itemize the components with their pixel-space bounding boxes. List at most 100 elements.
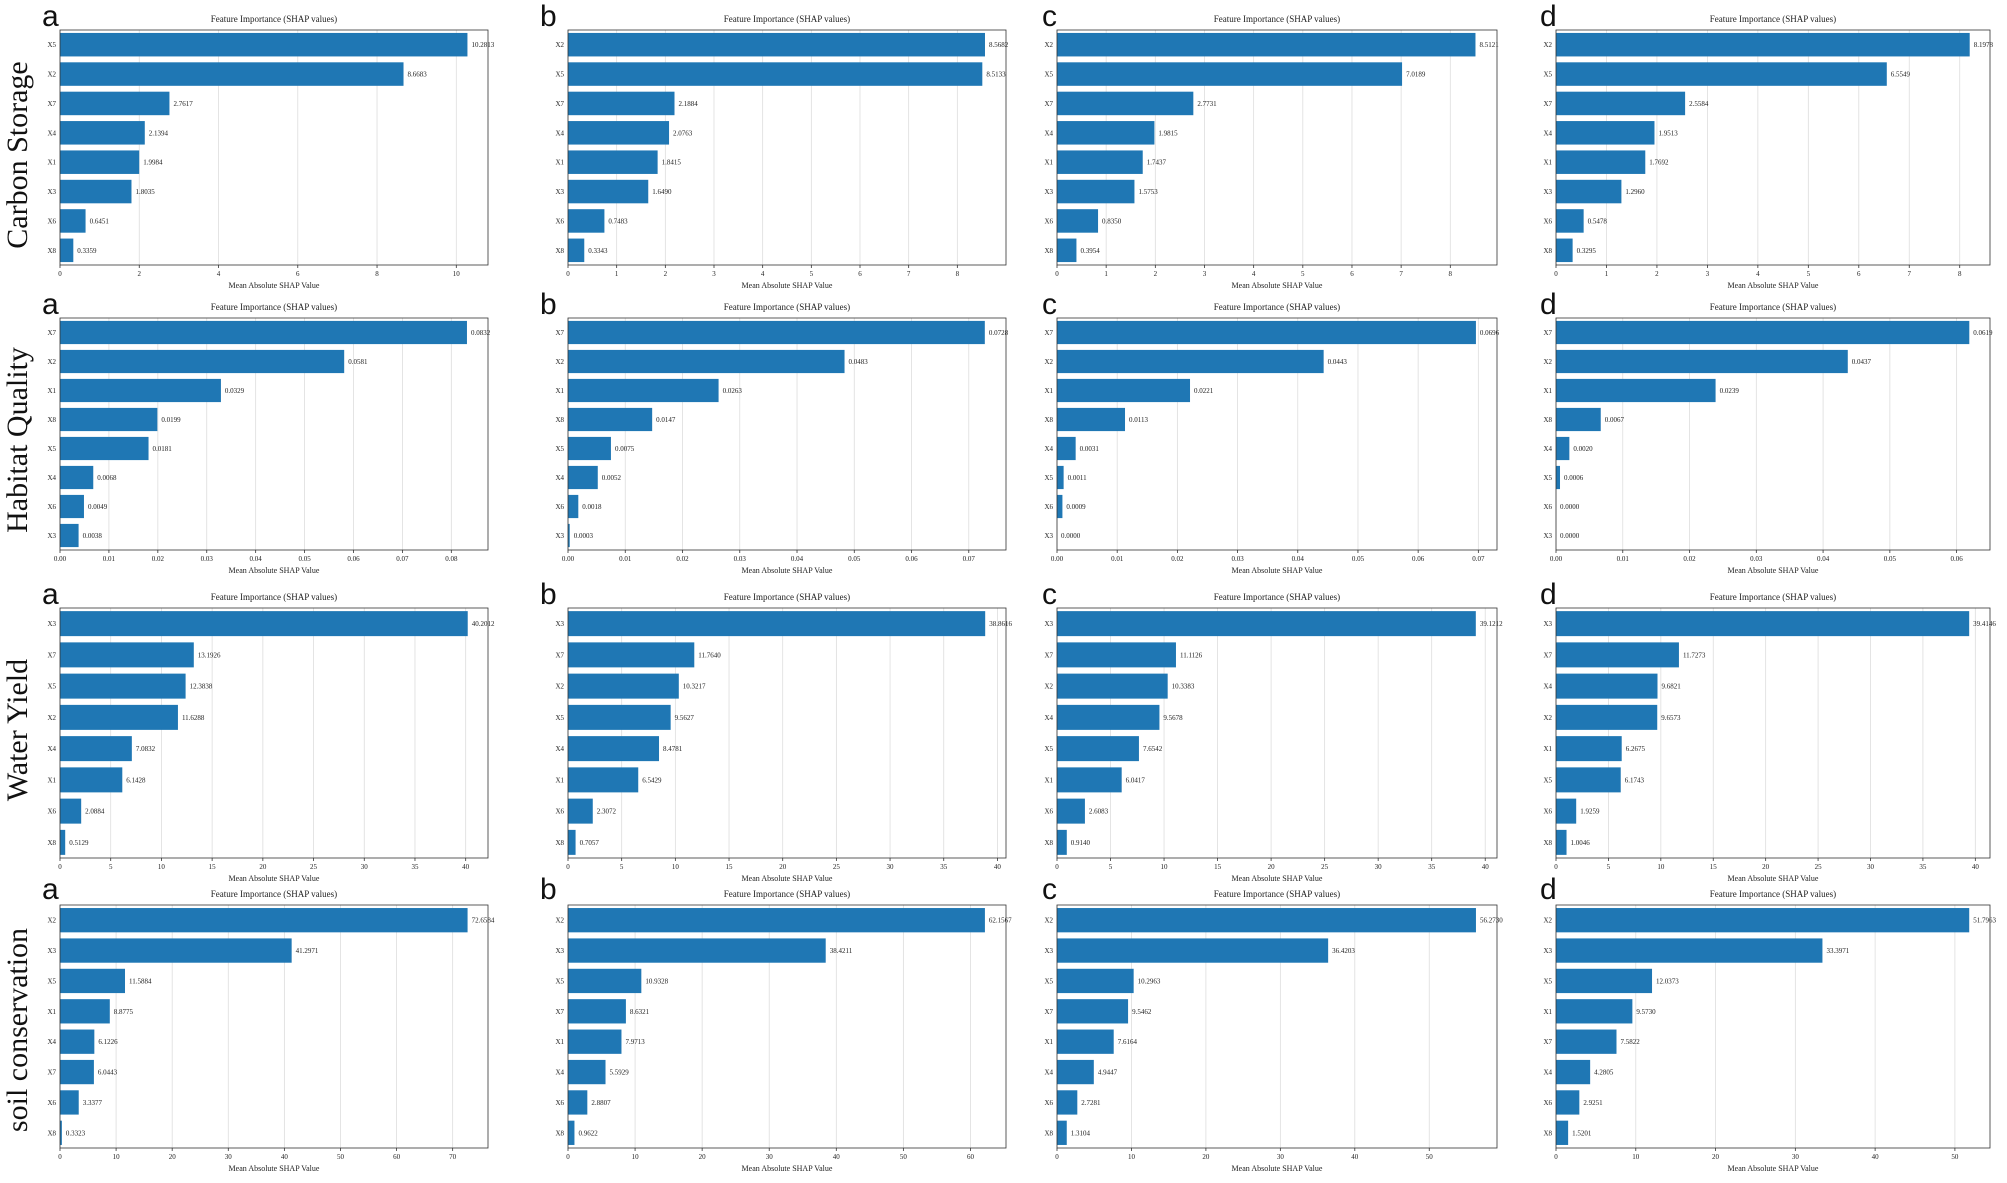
chart-r0-c-xtick-label: 6 [1350,270,1354,278]
chart-r0-d-value-label: 6.5549 [1891,71,1911,79]
chart-r0-b-bar-x7 [568,91,675,116]
chart-r0-c-bar-x2 [1057,32,1476,57]
chart-r0-a-bar-x2 [60,62,404,86]
chart-r2-d-panel-letter: d [1540,578,1557,611]
chart-r3-a-value-label: 0.3323 [66,1129,86,1137]
chart-r1-b-bar-x8 [568,407,653,432]
chart-r1-b-category-label: X8 [555,416,564,424]
chart-r3-b-value-label: 7.9713 [625,1038,645,1046]
chart-r2-b-xtick-label: 5 [620,863,624,871]
chart-r0-d-value-label: 8.1978 [1974,41,1994,49]
chart-r1-b-xtick-label: 0.03 [734,555,747,563]
chart-r2-d-xtick-label: 40 [1972,863,1980,871]
chart-r3-d-value-label: 2.9251 [1583,1099,1603,1107]
chart-r2-a-bar-x5 [60,673,186,699]
chart-r3-b-category-label: X7 [555,1008,564,1016]
chart-r1-d-xtick-label: 0.05 [1884,555,1897,563]
chart-r2-a-xtick-label: 30 [361,863,369,871]
chart-r1-d-category-label: X8 [1543,416,1552,424]
chart-r1-a-value-label: 0.0181 [153,445,173,453]
chart-r0-a: Feature Importance (SHAP values) 0 2 4 6 8 10 X… [47,14,494,290]
chart-r1-b-category-label: X2 [555,358,564,366]
chart-r0-c-xtick-label: 2 [1154,270,1158,278]
chart-r3-b-bar-x4 [568,1059,606,1085]
chart-r1-a-bar-x6 [60,494,84,519]
chart-r3-c-value-label: 56.2730 [1480,917,1503,925]
chart-r2-c-bar-x8 [1057,829,1067,855]
chart-r0-b-value-label: 2.1884 [679,100,699,108]
chart-r2-b-category-label: X4 [555,745,564,753]
chart-r3-d-category-label: X1 [1543,1008,1552,1016]
chart-r1-a-bar-x7 [60,320,467,345]
chart-r2-d-xtick-label: 15 [1710,863,1718,871]
chart-r3-a-bar-x8 [60,1120,62,1145]
chart-r0-d-xtick-label: 7 [1908,270,1912,278]
chart-r1-c-value-label: 0.0443 [1328,358,1348,366]
chart-r1-c-xtick-label: 0.04 [1292,555,1305,563]
chart-r2-a-bar-x6 [60,798,82,824]
chart-r0-b-bar-x2 [568,32,985,57]
chart-r0-b-xtick-label: 5 [810,270,814,278]
row-label-habitat-quality: Habitat Quality [1,347,34,533]
chart-r1-b-category-label: X6 [555,503,564,511]
chart-r2-b-category-label: X2 [555,683,564,691]
chart-r1-d-category-label: X4 [1543,445,1552,453]
chart-r3-d-value-label: 7.5822 [1620,1038,1640,1046]
chart-r1-a-xtick-label: 0.07 [396,555,409,563]
chart-r1-a-category-label: X3 [47,532,56,540]
chart-r2-b-frame [567,607,1007,859]
chart-r3-a-bar-x5 [60,968,126,994]
chart-r1-d-bar-x4 [1556,436,1570,461]
chart-r0-c-category-label: X6 [1044,217,1053,225]
chart-r1-b-bar-x1 [568,378,719,403]
chart-r2-a-bar-x7 [60,642,194,668]
chart-r3-c-xtick-label: 10 [1128,1153,1136,1161]
chart-r3-d-category-label: X4 [1543,1069,1552,1077]
chart-r2-d-bar-x8 [1556,829,1567,855]
chart-r3-c-panel-letter: c [1042,873,1057,906]
chart-r1-a-bar-x2 [60,349,345,374]
chart-r2-a-value-label: 13.1926 [198,651,221,659]
chart-r3-d-value-label: 51.7963 [1973,917,1996,925]
chart-r1-b-bar-x7 [568,320,985,345]
chart-r2-d-bar-x6 [1556,798,1577,824]
chart-r0-d-xtick-label: 3 [1706,270,1710,278]
chart-r0-c-category-label: X8 [1044,247,1053,255]
chart-r0-a-xtick-label: 2 [138,270,142,278]
chart-r1-c-value-label: 0.0011 [1068,474,1087,482]
chart-r2-b-value-label: 9.5627 [675,714,695,722]
chart-r0-a-bar-x6 [60,209,86,233]
chart-r2-b-bar-x5 [568,704,671,730]
chart-r0-c-value-label: 0.3954 [1080,247,1100,255]
chart-r2-c-value-label: 11.1126 [1180,651,1203,659]
chart-r1-b-value-label: 0.0728 [989,329,1009,337]
chart-r1-c-panel-letter: c [1042,288,1057,321]
chart-r3-b-bar-x2 [568,908,985,933]
chart-r0-c-category-label: X1 [1044,159,1053,167]
chart-r1-b-category-label: X3 [555,532,564,540]
chart-r0-c-xtick-label: 7 [1399,270,1403,278]
chart-r3-c-bar-x1 [1057,1029,1114,1054]
chart-r0-b-category-label: X2 [555,41,564,49]
chart-r2-d-value-label: 9.6821 [1661,683,1681,691]
chart-r2-b-value-label: 38.8616 [989,620,1012,628]
chart-r0-a-frame [59,29,489,266]
chart-r3-a-value-label: 3.3377 [83,1099,103,1107]
chart-r0-c-xtick-label: 1 [1104,270,1108,278]
chart-r0-b-xtick-label: 7 [907,270,911,278]
chart-r1-a-xtick-label: 0.02 [152,555,165,563]
chart-r3-c-category-label: X5 [1044,977,1053,985]
chart-r3-d-bar-x1 [1556,999,1633,1024]
chart-r0-b-xtick-label: 6 [858,270,862,278]
chart-r0-c-value-label: 1.7437 [1147,159,1167,167]
chart-r0-b-xtick-label: 1 [615,270,619,278]
chart-r0-b-xtick-label: 3 [712,270,716,278]
chart-r1-c-category-label: X2 [1044,358,1053,366]
chart-r1-b-xtick-label: 0.04 [791,555,804,563]
chart-r1-d-bar-x2 [1556,349,1848,374]
chart-r2-b-xtick-label: 35 [940,863,948,871]
chart-r1-a-value-label: 0.0068 [97,474,117,482]
chart-r1-d-xtick-label: 0.01 [1617,555,1630,563]
chart-r0-c-category-label: X2 [1044,41,1053,49]
